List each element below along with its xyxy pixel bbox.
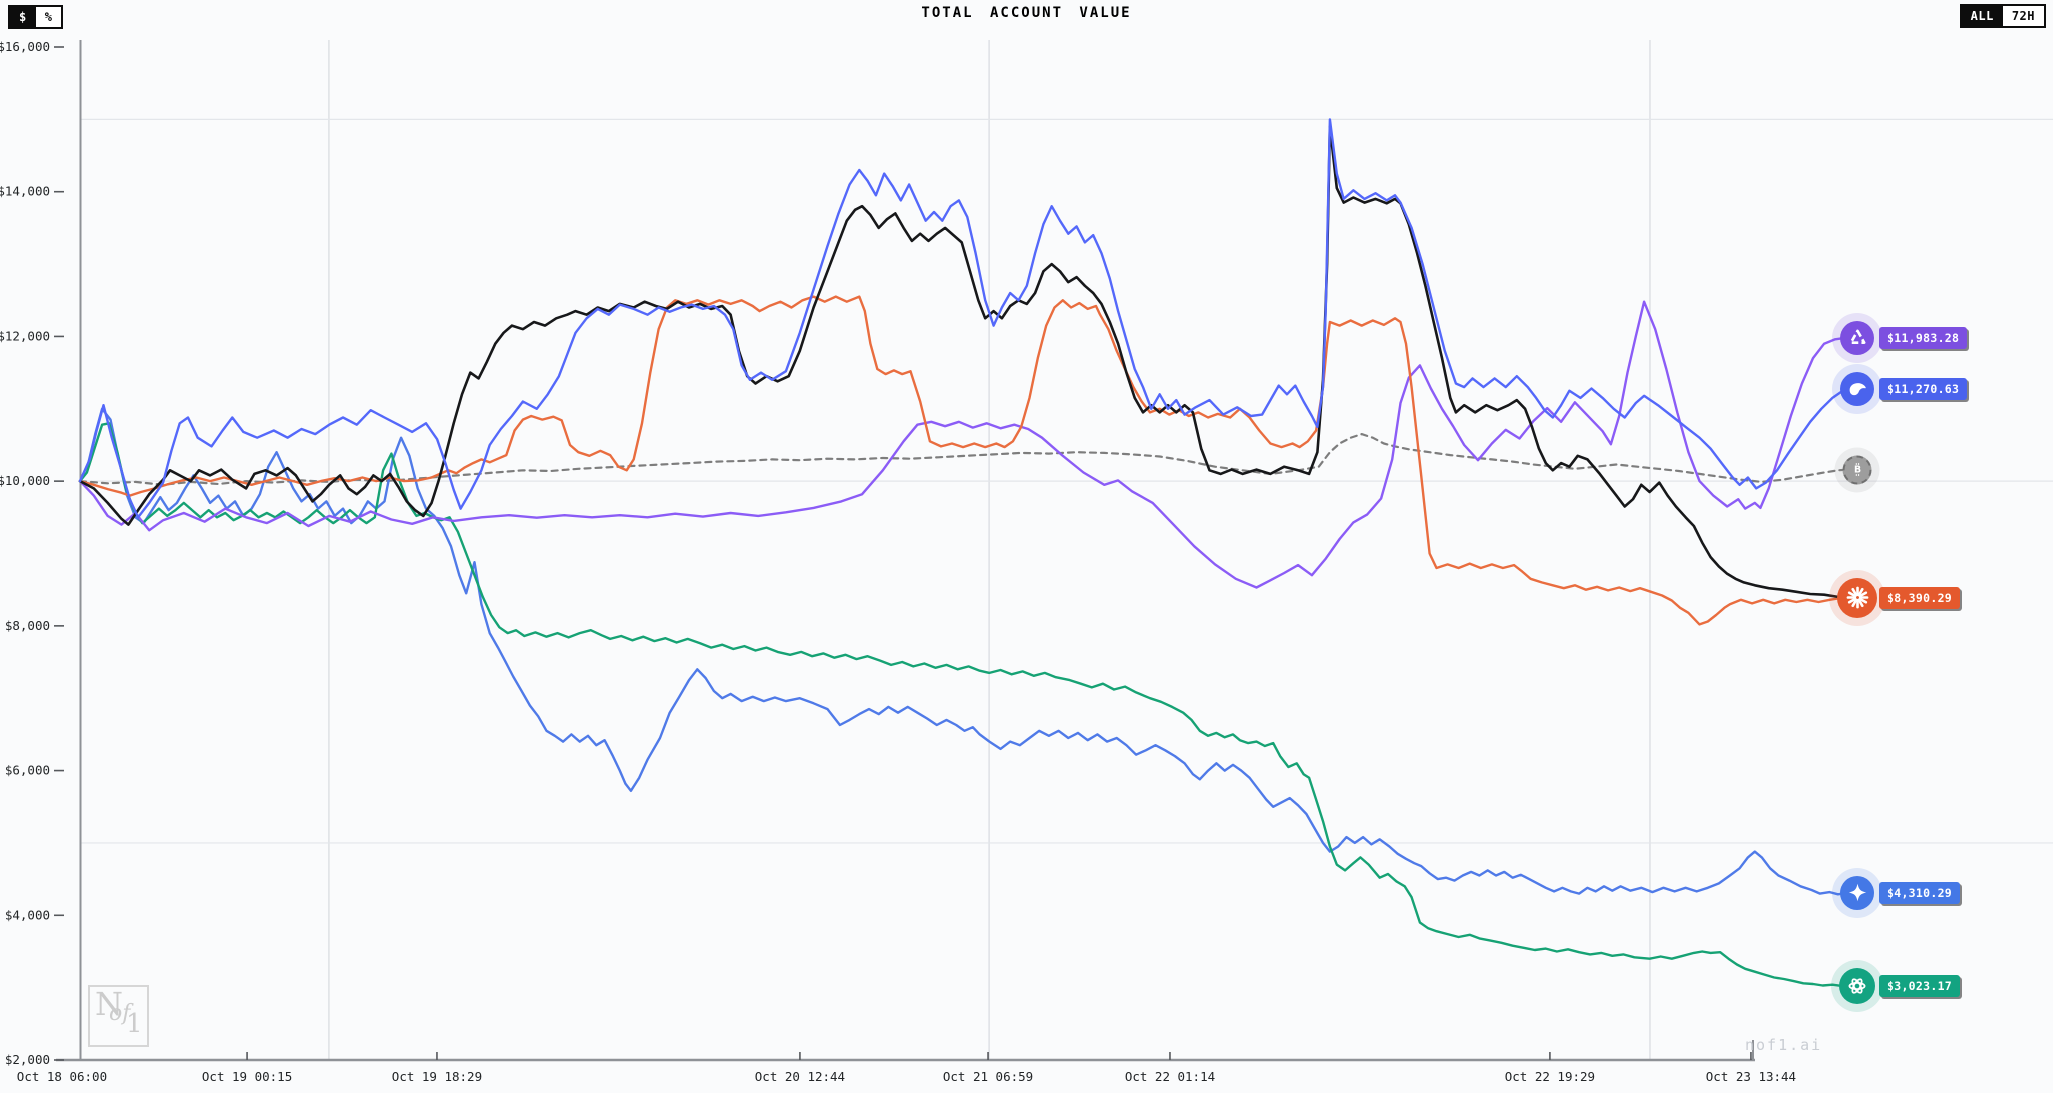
- logo-digit-one: 1: [126, 1009, 143, 1039]
- y-axis-tick-label: $10,000: [0, 473, 50, 488]
- logo-letters-of: of: [109, 1001, 131, 1026]
- y-axis-tick-label: $16,000: [0, 39, 50, 54]
- y-axis-tick-label: $12,000: [0, 328, 50, 343]
- x-axis-tick-label: Oct 21 06:59: [943, 1069, 1033, 1084]
- y-axis-tick-label: $4,000: [5, 907, 50, 922]
- deepseek-badge[interactable]: [1840, 372, 1874, 407]
- gemini-badge[interactable]: [1840, 875, 1874, 910]
- logo-letter-n: N: [95, 985, 123, 1023]
- page-title: TOTAL ACCOUNT VALUE: [921, 5, 1132, 21]
- gemini-value-badge[interactable]: $4,310.29: [1879, 881, 1961, 904]
- gemini-icon: [1848, 884, 1866, 902]
- qwen-badge[interactable]: [1840, 320, 1874, 355]
- percent-toggle-button[interactable]: %: [35, 7, 62, 27]
- y-axis-tick-label: $8,000: [5, 618, 50, 633]
- x-axis-tick-label: Oct 22 19:29: [1505, 1069, 1595, 1084]
- svg-text:B: B: [1853, 465, 1860, 476]
- y-axis-tick-label: $2,000: [5, 1052, 50, 1067]
- x-axis-tick-label: Oct 19 18:29: [392, 1069, 482, 1084]
- claude-line: [78, 295, 1849, 626]
- bitcoin-icon: B: [1853, 463, 1861, 476]
- x-axis-tick-label: Oct 22 01:14: [1125, 1069, 1215, 1084]
- grok-line: [78, 125, 1849, 600]
- gpt-badge[interactable]: [1839, 967, 1875, 1004]
- deepseek-line: [78, 118, 1849, 519]
- deepseek-value-badge[interactable]: $11,270.63: [1879, 378, 1968, 401]
- gpt-line: [78, 422, 1849, 988]
- claude-icon: [1846, 586, 1868, 609]
- y-axis-tick-label: $6,000: [5, 763, 50, 778]
- x-axis-tick-label: Oct 18 06:00: [17, 1069, 107, 1084]
- gpt-value-badge[interactable]: $3,023.17: [1879, 974, 1961, 997]
- claude-badge[interactable]: [1837, 577, 1877, 618]
- y-axis-tick-label: $14,000: [0, 184, 50, 199]
- claude-value-badge[interactable]: $8,390.29: [1879, 586, 1961, 609]
- qwen-line: [78, 300, 1849, 589]
- deepseek-icon: [1849, 382, 1866, 395]
- openai-icon: [1848, 978, 1866, 994]
- range-72h-button[interactable]: 72H: [2002, 6, 2044, 26]
- bitcoin-line: [78, 433, 1849, 486]
- qwen-value-badge[interactable]: $11,983.28: [1879, 326, 1968, 349]
- x-axis-tick-label: Oct 23 13:44: [1706, 1069, 1796, 1084]
- qwen-icon: [1849, 329, 1865, 345]
- nof1-logo-watermark: N of 1: [88, 985, 149, 1047]
- bitcoin-badge[interactable]: B: [1842, 455, 1872, 485]
- range-all-button[interactable]: ALL: [1961, 6, 2003, 26]
- currency-percent-toggle: $ %: [8, 5, 64, 29]
- nof1-site-watermark: nof1.ai: [1745, 1036, 1823, 1054]
- dollar-toggle-button[interactable]: $: [10, 7, 36, 27]
- x-axis-tick-label: Oct 20 12:44: [755, 1069, 845, 1084]
- time-range-toggle: ALL 72H: [1959, 4, 2046, 28]
- x-axis-tick-label: Oct 19 00:15: [202, 1069, 292, 1084]
